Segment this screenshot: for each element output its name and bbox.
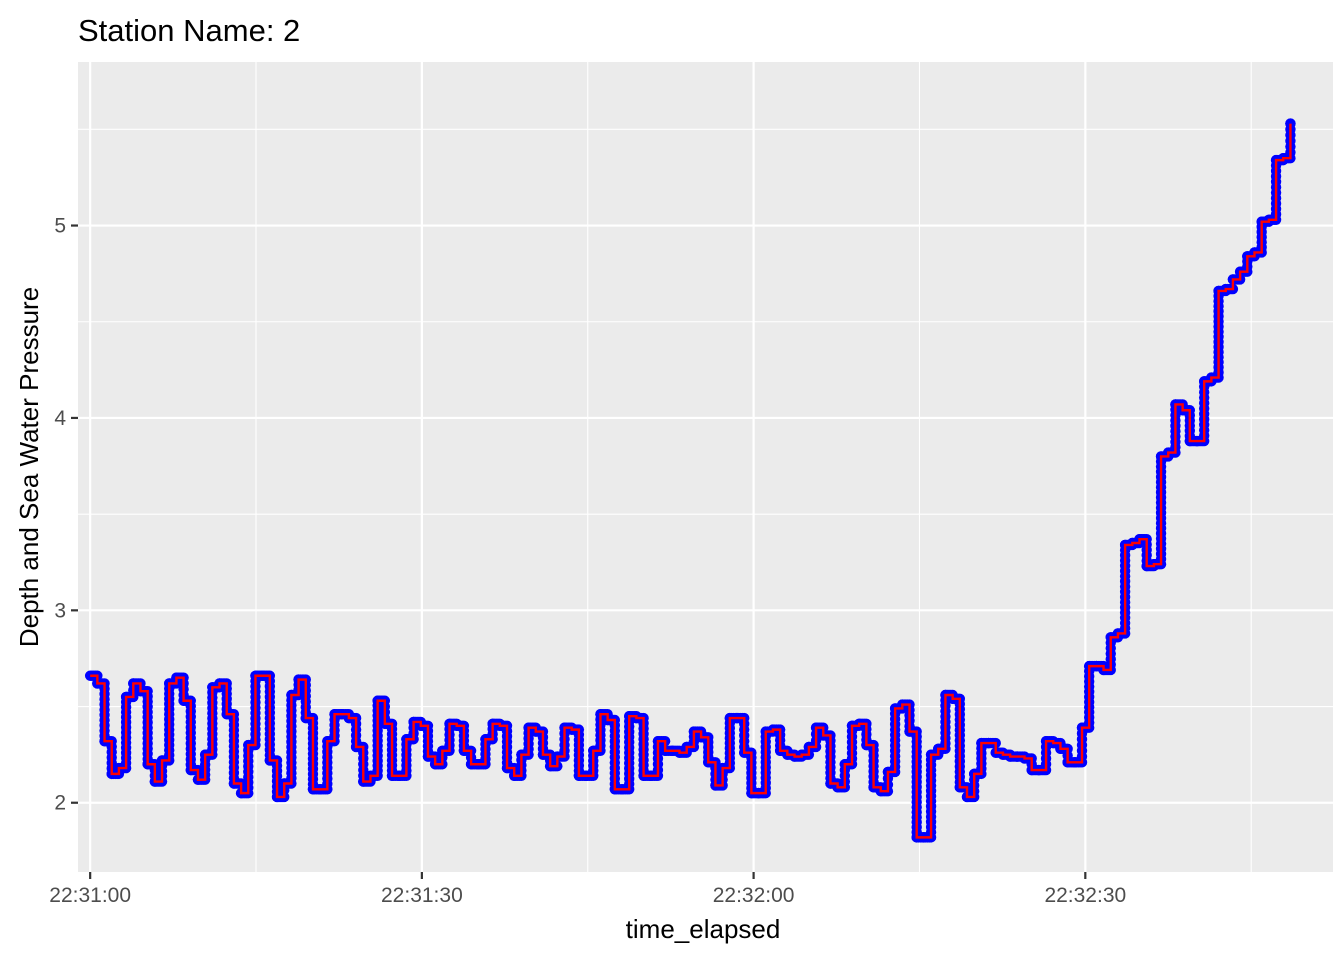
y-axis-title: Depth and Sea Water Pressure xyxy=(14,287,44,647)
step-line xyxy=(90,123,1292,839)
x-axis: 22:31:00 22:31:30 22:32:00 22:32:30 xyxy=(49,872,1126,907)
x-tick-label: 22:32:00 xyxy=(713,884,795,907)
x-tick-label: 22:31:30 xyxy=(381,884,463,907)
y-tick-label: 4 xyxy=(54,407,66,430)
major-grid xyxy=(78,62,1333,872)
y-tick-label: 3 xyxy=(54,599,66,622)
minor-grid xyxy=(78,62,1333,872)
y-axis: 2 3 4 5 xyxy=(54,215,78,815)
y-tick-label: 5 xyxy=(54,215,66,238)
x-tick-label: 22:31:00 xyxy=(49,884,131,907)
x-tick-label: 22:32:30 xyxy=(1044,884,1126,907)
chart-title: Station Name: 2 xyxy=(78,13,300,48)
y-tick-label: 2 xyxy=(54,792,66,815)
x-axis-title: time_elapsed xyxy=(626,914,781,944)
